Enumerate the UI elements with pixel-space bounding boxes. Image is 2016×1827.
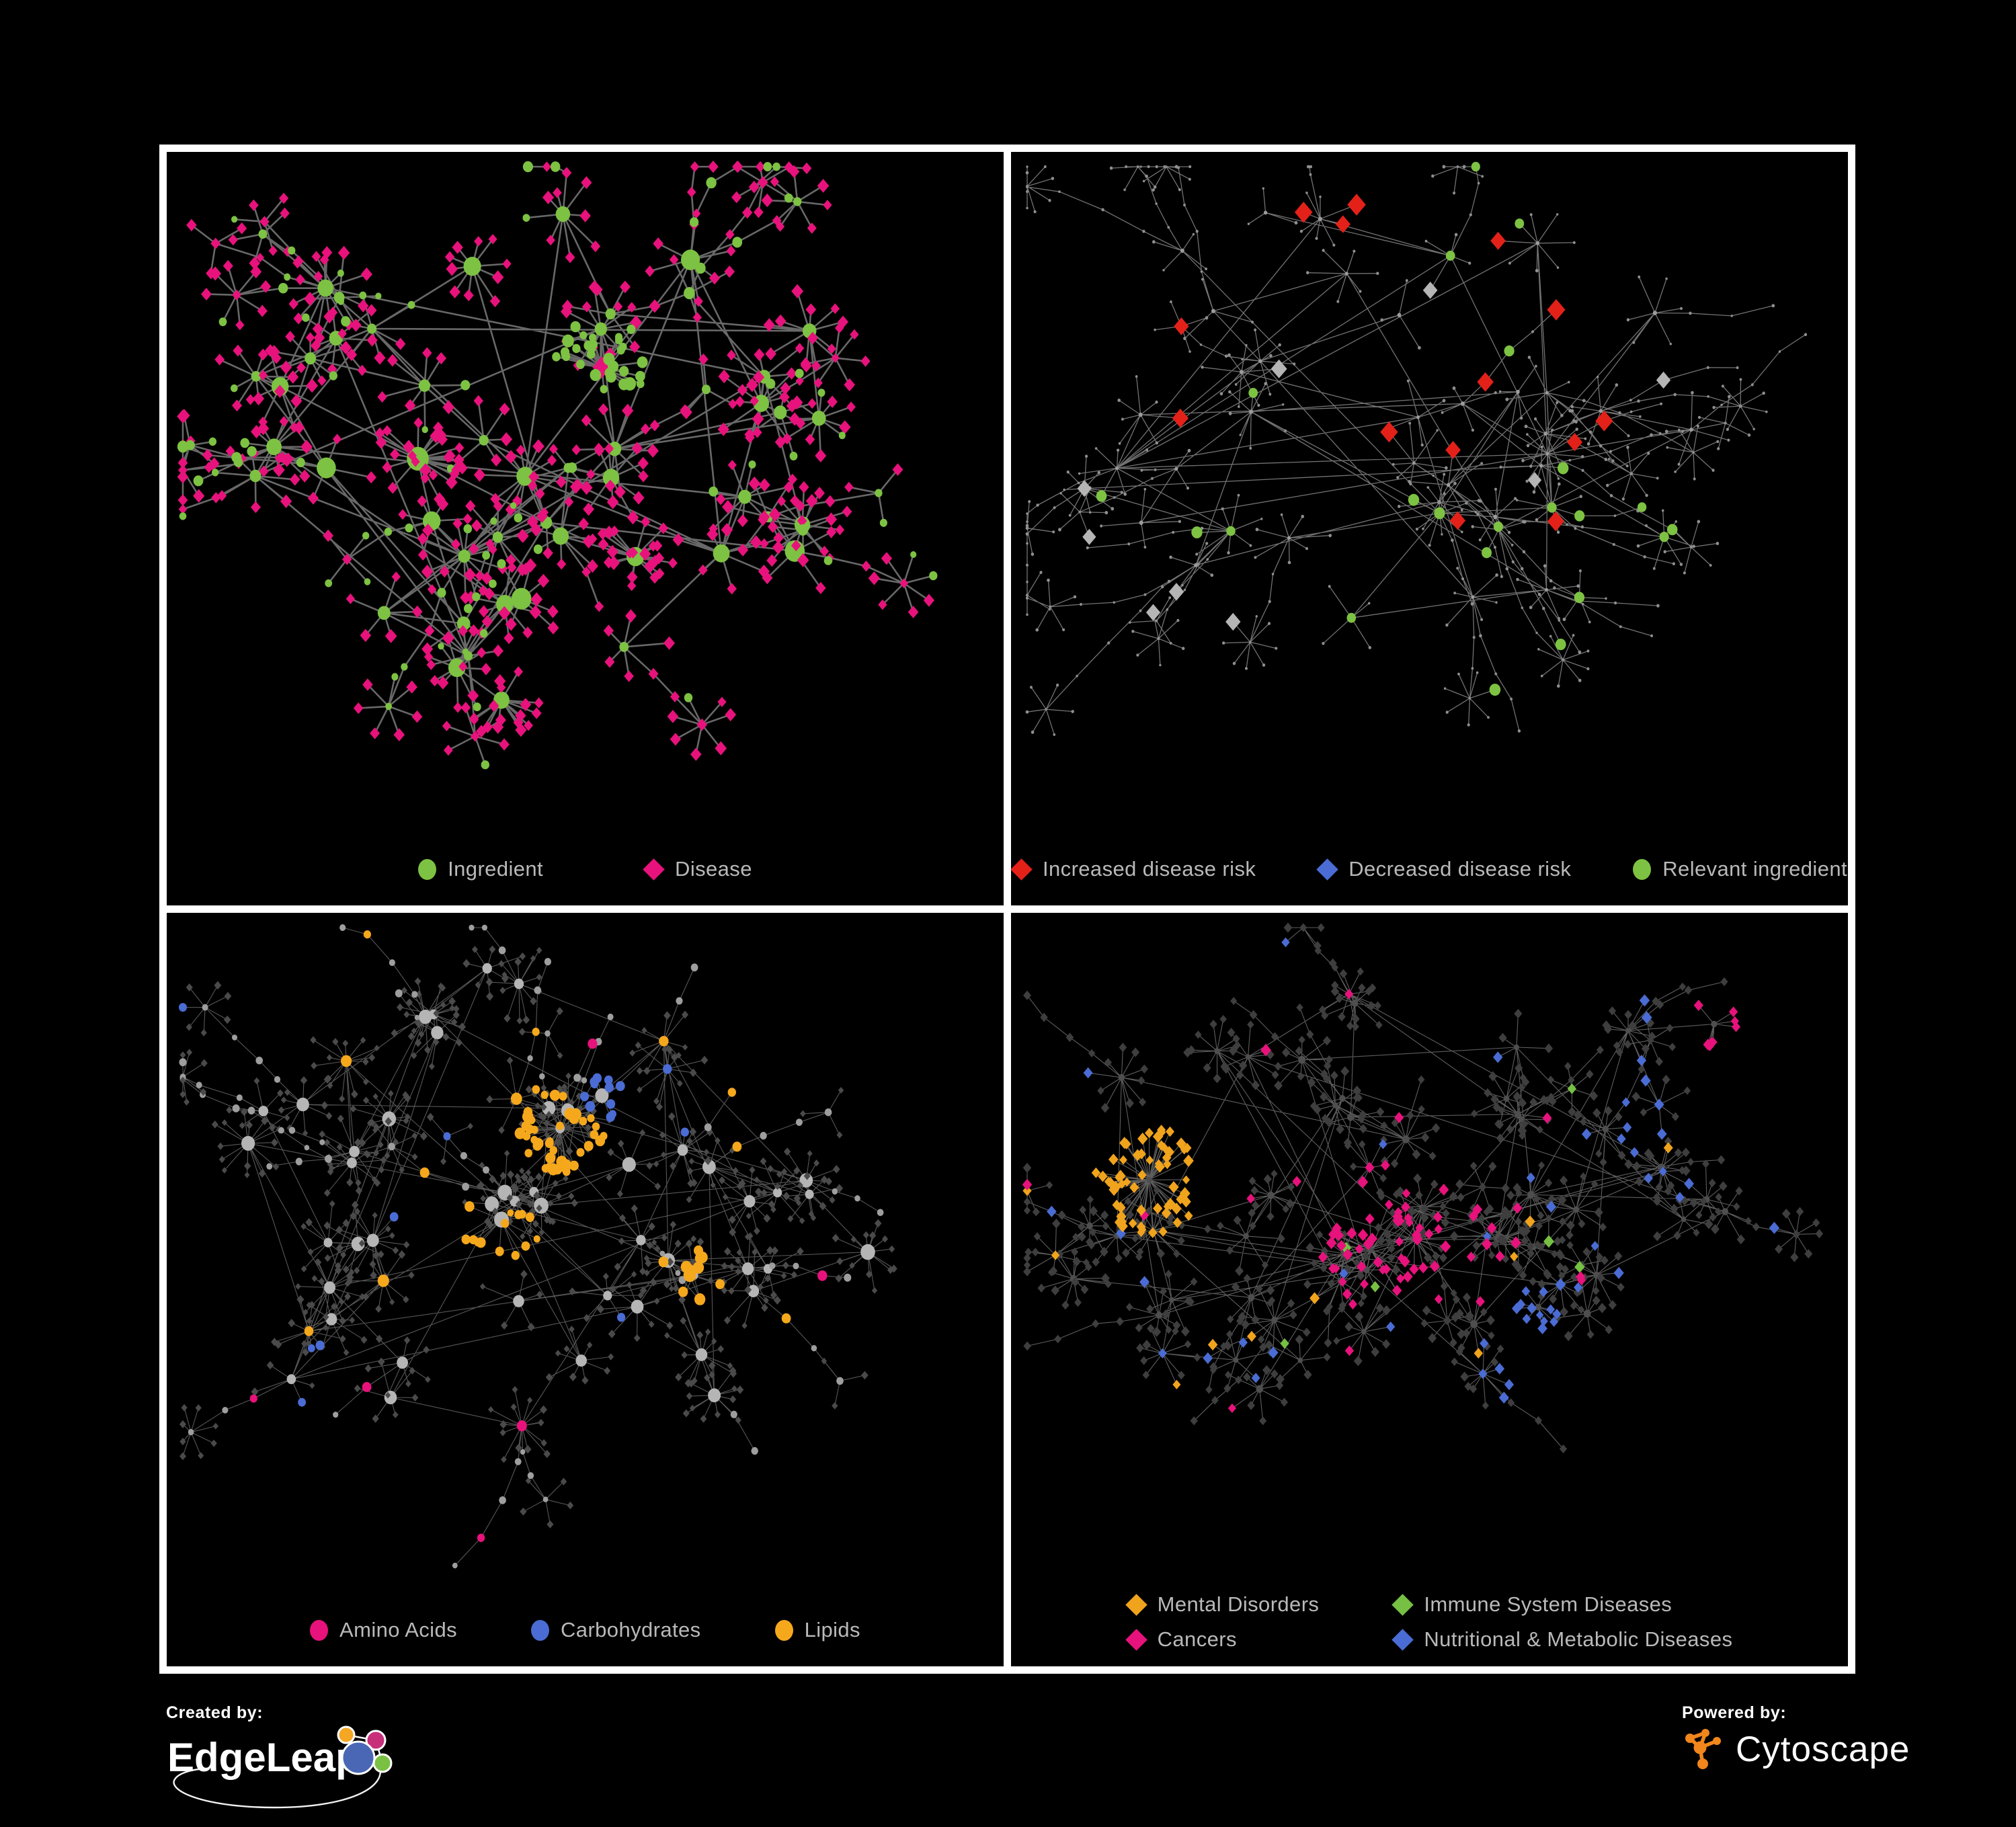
increased-risk-marker-icon: [1011, 858, 1033, 881]
disease-class-network-canvas: [1022, 922, 1824, 1454]
panel-nutrient-classes: Amino Acids Carbohydrates Lipids: [167, 913, 1004, 1666]
legend-label: Decreased disease risk: [1348, 857, 1572, 881]
legend-item: Mental Disorders: [1125, 1592, 1320, 1617]
edgeleap-node-blue: [341, 1740, 376, 1775]
legend-label: Amino Acids: [339, 1618, 458, 1641]
legend-nutrient-classes: Amino Acids Carbohydrates Lipids: [167, 1618, 1004, 1642]
metabolic-diseases-marker-icon: [1392, 1628, 1414, 1651]
legend-item: Disease: [643, 857, 752, 881]
cytoscape-credit: Powered by: Cytoscape: [1682, 1703, 1910, 1771]
powered-by-label: Powered by:: [1682, 1703, 1787, 1722]
ingredient-marker-icon: [418, 858, 437, 880]
cytoscape-logo-row: Cytoscape: [1682, 1727, 1910, 1771]
legend-item: Immune System Diseases: [1392, 1592, 1732, 1617]
edgeleap-node-green: [372, 1753, 393, 1773]
relevant-ingredient-marker-icon: [1633, 858, 1652, 880]
legend-item: Carbohydrates: [531, 1618, 701, 1642]
mental-disorders-marker-icon: [1125, 1593, 1147, 1616]
legend-label: Lipids: [804, 1618, 860, 1641]
lipids-marker-icon: [774, 1619, 793, 1641]
legend-item: Nutritional & Metabolic Diseases: [1392, 1627, 1733, 1652]
cytoscape-icon: [1685, 1729, 1721, 1769]
edgeleap-network-icon: [337, 1726, 393, 1775]
panel-disease-classes: Mental Disorders Immune System Diseases …: [1011, 913, 1848, 1666]
carbohydrates-marker-icon: [531, 1619, 550, 1641]
legend-disease-risk: Increased disease risk Decreased disease…: [1011, 857, 1848, 881]
created-by-label: Created by:: [166, 1703, 264, 1722]
edgeleap-swoosh: [173, 1762, 381, 1809]
legend-item: Lipids: [774, 1618, 860, 1642]
edgeleap-wordmark: EdgeLeap: [167, 1735, 360, 1780]
amino-acids-marker-icon: [310, 1619, 329, 1641]
immune-diseases-marker-icon: [1392, 1593, 1414, 1616]
edgeleap-node-orange: [337, 1726, 356, 1744]
edgeleap-credit: Created by: EdgeLeap: [166, 1703, 401, 1827]
legend-label: Disease: [675, 857, 752, 881]
legend-label: Cancers: [1157, 1627, 1237, 1651]
nutrient-class-network-canvas: [179, 924, 897, 1569]
legend-item: Ingredient: [418, 857, 543, 881]
disease-risk-network-canvas: [1025, 161, 1808, 736]
legend-label: Relevant ingredient: [1662, 857, 1847, 881]
panel-ingredient-disease: Ingredient Disease: [167, 152, 1004, 905]
legend-label: Mental Disorders: [1157, 1592, 1320, 1616]
edgeleap-node-magenta: [365, 1730, 387, 1751]
legend-item: Increased disease risk: [1011, 857, 1256, 881]
legend-label: Increased disease risk: [1043, 857, 1256, 881]
legend-ingredient-disease: Ingredient Disease: [167, 857, 1004, 881]
legend-label: Nutritional & Metabolic Diseases: [1424, 1627, 1733, 1651]
disease-marker-icon: [643, 858, 665, 881]
legend-label: Carbohydrates: [561, 1618, 701, 1641]
panel-disease-risk: Increased disease risk Decreased disease…: [1011, 152, 1848, 905]
legend-item: Cancers: [1125, 1627, 1320, 1652]
panel-grid: Ingredient Disease Increased disease ris…: [159, 145, 1855, 1674]
legend-item: Amino Acids: [310, 1618, 457, 1642]
legend-item: Relevant ingredient: [1633, 857, 1847, 881]
decreased-risk-marker-icon: [1316, 858, 1339, 881]
edgeleap-logo: EdgeLeap: [167, 1726, 393, 1809]
legend-disease-classes: Mental Disorders Immune System Diseases …: [1011, 1592, 1848, 1652]
cytoscape-wordmark: Cytoscape: [1736, 1729, 1910, 1769]
legend-label: Immune System Diseases: [1424, 1592, 1672, 1616]
legend-item: Decreased disease risk: [1316, 857, 1572, 881]
legend-label: Ingredient: [448, 857, 544, 881]
ingredient-disease-network-canvas: [177, 160, 938, 770]
cancers-marker-icon: [1125, 1628, 1147, 1651]
